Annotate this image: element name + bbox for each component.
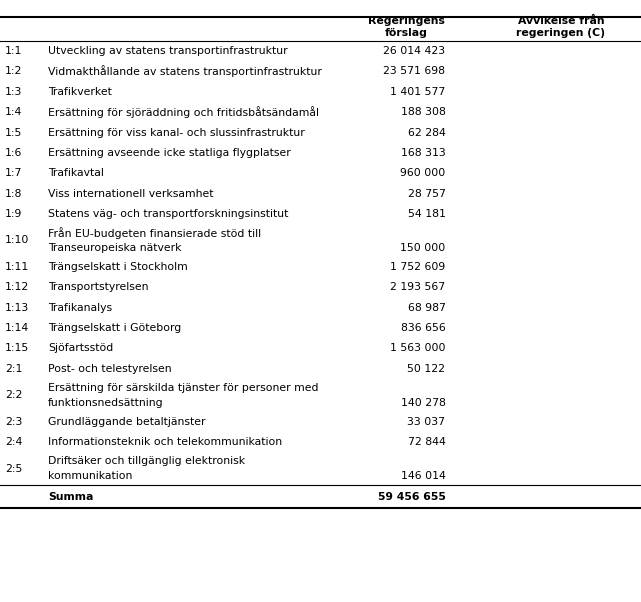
Text: kommunikation: kommunikation xyxy=(48,471,133,482)
Text: 140 278: 140 278 xyxy=(401,398,445,408)
Text: 28 757: 28 757 xyxy=(408,188,445,199)
Text: 146 014: 146 014 xyxy=(401,471,445,482)
Text: 1:11: 1:11 xyxy=(5,262,29,272)
Text: Transportstyrelsen: Transportstyrelsen xyxy=(48,282,149,293)
Text: 2 193 567: 2 193 567 xyxy=(390,282,445,293)
Text: Vidmakthållande av statens transportinfrastruktur: Vidmakthållande av statens transportinfr… xyxy=(48,66,322,78)
Text: Regeringens
förslag: Regeringens förslag xyxy=(368,16,445,39)
Text: 1:14: 1:14 xyxy=(5,323,29,333)
Text: 1 752 609: 1 752 609 xyxy=(390,262,445,272)
Text: Sjöfartsstöd: Sjöfartsstöd xyxy=(48,343,113,353)
Text: 1:1: 1:1 xyxy=(5,46,22,56)
Text: 2:2: 2:2 xyxy=(5,390,22,400)
Text: 2:5: 2:5 xyxy=(5,464,22,474)
Text: Ersättning för särskilda tjänster för personer med: Ersättning för särskilda tjänster för pe… xyxy=(48,383,319,393)
Text: 188 308: 188 308 xyxy=(401,107,445,117)
Text: Informationsteknik och telekommunikation: Informationsteknik och telekommunikation xyxy=(48,437,282,447)
Text: 33 037: 33 037 xyxy=(408,417,445,427)
Text: Trängselskatt i Göteborg: Trängselskatt i Göteborg xyxy=(48,323,181,333)
Text: 1:2: 1:2 xyxy=(5,66,22,76)
Text: 1:7: 1:7 xyxy=(5,168,22,178)
Text: 68 987: 68 987 xyxy=(408,303,445,313)
Text: 150 000: 150 000 xyxy=(400,243,445,253)
Text: Statens väg- och transportforskningsinstitut: Statens väg- och transportforskningsinst… xyxy=(48,209,288,219)
Text: Trafikanalys: Trafikanalys xyxy=(48,303,112,313)
Text: Post- och telestyrelsen: Post- och telestyrelsen xyxy=(48,364,172,374)
Text: Transeuropeiska nätverk: Transeuropeiska nätverk xyxy=(48,243,181,253)
Text: Viss internationell verksamhet: Viss internationell verksamhet xyxy=(48,188,213,199)
Text: 1:8: 1:8 xyxy=(5,188,22,199)
Text: 1:13: 1:13 xyxy=(5,303,29,313)
Text: 2:4: 2:4 xyxy=(5,437,22,447)
Text: Utveckling av statens transportinfrastruktur: Utveckling av statens transportinfrastru… xyxy=(48,46,288,56)
Text: 1:10: 1:10 xyxy=(5,235,29,246)
Text: funktionsnedsättning: funktionsnedsättning xyxy=(48,398,163,408)
Text: 960 000: 960 000 xyxy=(400,168,445,178)
Text: 168 313: 168 313 xyxy=(401,148,445,158)
Text: Ersättning för viss kanal- och slussinfrastruktur: Ersättning för viss kanal- och slussinfr… xyxy=(48,128,305,137)
Text: 72 844: 72 844 xyxy=(408,437,445,447)
Text: Trafikavtal: Trafikavtal xyxy=(48,168,104,178)
Text: 836 656: 836 656 xyxy=(401,323,445,333)
Text: 62 284: 62 284 xyxy=(408,128,445,137)
Text: 1:15: 1:15 xyxy=(5,343,29,353)
Text: 1 563 000: 1 563 000 xyxy=(390,343,445,353)
Text: 50 122: 50 122 xyxy=(408,364,445,374)
Text: 1:12: 1:12 xyxy=(5,282,29,293)
Text: 54 181: 54 181 xyxy=(408,209,445,219)
Text: 2:3: 2:3 xyxy=(5,417,22,427)
Text: 26 014 423: 26 014 423 xyxy=(383,46,445,56)
Text: 1:3: 1:3 xyxy=(5,87,22,97)
Text: Grundläggande betaltjänster: Grundläggande betaltjänster xyxy=(48,417,206,427)
Text: Trängselskatt i Stockholm: Trängselskatt i Stockholm xyxy=(48,262,188,272)
Text: Avvikelse från
regeringen (C): Avvikelse från regeringen (C) xyxy=(517,16,605,39)
Text: Driftsäker och tillgänglig elektronisk: Driftsäker och tillgänglig elektronisk xyxy=(48,456,246,467)
Text: 59 456 655: 59 456 655 xyxy=(378,492,445,501)
Text: 1 401 577: 1 401 577 xyxy=(390,87,445,97)
Text: 23 571 698: 23 571 698 xyxy=(383,66,445,76)
Text: 1:6: 1:6 xyxy=(5,148,22,158)
Text: Ersättning avseende icke statliga flygplatser: Ersättning avseende icke statliga flygpl… xyxy=(48,148,291,158)
Text: 2:1: 2:1 xyxy=(5,364,22,374)
Text: 1:4: 1:4 xyxy=(5,107,22,117)
Text: Ersättning för sjöräddning och fritidsbåtsändamål: Ersättning för sjöräddning och fritidsbå… xyxy=(48,106,319,118)
Text: Summa: Summa xyxy=(48,492,94,501)
Text: 1:5: 1:5 xyxy=(5,128,22,137)
Text: 1:9: 1:9 xyxy=(5,209,22,219)
Text: Från EU-budgeten finansierade stöd till: Från EU-budgeten finansierade stöd till xyxy=(48,227,261,239)
Text: Trafikverket: Trafikverket xyxy=(48,87,112,97)
